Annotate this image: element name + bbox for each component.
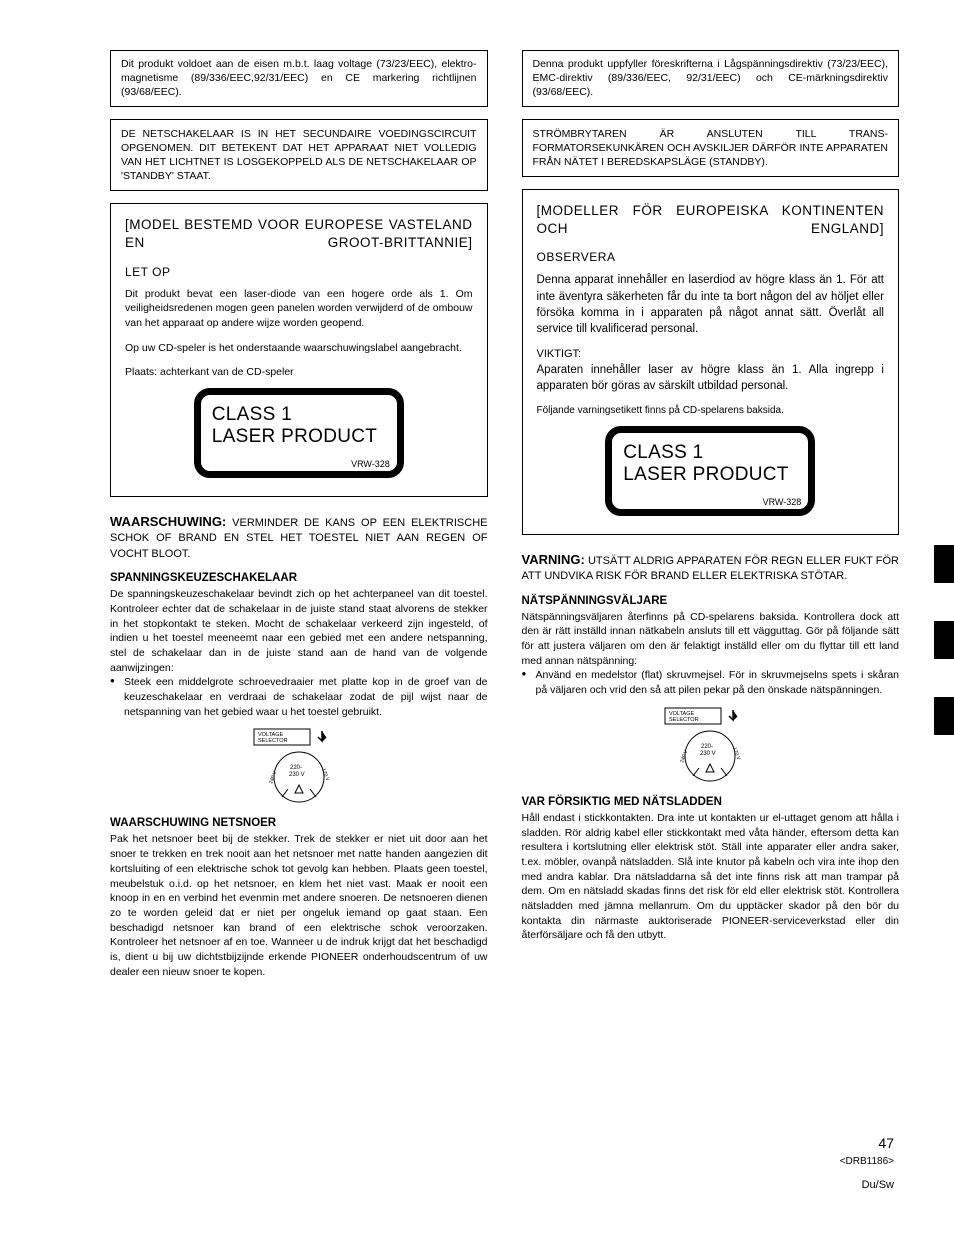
svg-text:240 V: 240 V xyxy=(268,770,278,785)
cord-body-sw: Håll endast i stickkontakten. Dra inte u… xyxy=(522,811,900,943)
letop-body2: Op uw CD-speler is het onderstaande waar… xyxy=(125,341,473,356)
svg-text:220-: 220- xyxy=(290,765,302,771)
standby-notice-sw: STRÖMBRYTAREN ÄR ANSLUTEN TILL TRANS-FOR… xyxy=(522,119,900,178)
svg-text:120 V: 120 V xyxy=(731,746,741,761)
page-number: 47 xyxy=(840,1133,894,1154)
voltage-diagram-sw: VOLTAGE SELECTOR 220- 230 V 240 V 120 V xyxy=(650,706,770,786)
warning-nl: WAARSCHUWING: VERMINDER DE KANS OP EEN E… xyxy=(110,513,488,562)
letop-heading: LET OP xyxy=(125,265,473,279)
page-root: Dit produkt voldoet aan de eisen m.b.t. … xyxy=(0,0,954,1019)
model-warning-box-nl: [MODEL BESTEMD VOOR EUROPESE VASTELAND E… xyxy=(110,203,488,497)
svg-text:240 V: 240 V xyxy=(679,749,689,764)
laser-line2-sw: LASER PRODUCT xyxy=(623,464,788,485)
compliance-box-nl: Dit produkt voldoet aan de eisen m.b.t. … xyxy=(110,50,488,107)
model-warning-box-sw: [MODELLER FÖR EUROPEISKA KONTINENTEN OCH… xyxy=(522,189,900,535)
cord-heading-sw: VAR FÖRSIKTIG MED NÄTSLADDEN xyxy=(522,796,900,808)
svg-text:230 V: 230 V xyxy=(700,751,716,757)
voltage-bullets-nl: Steek een middelgrote schroevedraaier me… xyxy=(110,675,488,719)
observera-heading: OBSERVERA xyxy=(537,250,885,264)
tab-marker xyxy=(934,697,954,735)
netsnoer-heading: WAARSCHUWING NETSNOER xyxy=(110,817,488,829)
right-column: Denna produkt uppfyller föreskrifterna i… xyxy=(522,50,900,989)
lang-code: Du/Sw xyxy=(840,1177,894,1194)
svg-text:SELECTOR: SELECTOR xyxy=(258,738,288,744)
viktig-body: Aparaten innehåller laser av högre klass… xyxy=(537,362,885,394)
natspan-bullet: Använd en medelstor (flat) skruvmejsel. … xyxy=(522,668,900,697)
svg-text:120 V: 120 V xyxy=(320,768,330,783)
natspan-bullets: Använd en medelstor (flat) skruvmejsel. … xyxy=(522,668,900,697)
left-column: Dit produkt voldoet aan de eisen m.b.t. … xyxy=(110,50,488,989)
letop-body: Dit produkt bevat een laser-diode van ee… xyxy=(125,287,473,331)
laser-label-nl: CLASS 1 LASER PRODUCT VRW-328 xyxy=(194,388,404,478)
standby-notice-nl: DE NETSCHAKELAAR IS IN HET SECUNDAIRE VO… xyxy=(110,119,488,192)
voltage-body-nl: De spanningskeuzeschakelaar bevindt zich… xyxy=(110,587,488,675)
section-title-nl: [MODEL BESTEMD VOOR EUROPESE VASTELAND E… xyxy=(125,216,473,252)
section-title-sw: [MODELLER FÖR EUROPEISKA KONTINENTEN OCH… xyxy=(537,202,885,238)
etikett-text: Följande varningsetikett finns på CD-spe… xyxy=(537,404,885,418)
compliance-box-sw: Denna produkt uppfyller föreskrifterna i… xyxy=(522,50,900,107)
svg-text:220-: 220- xyxy=(701,744,713,750)
laser-code-sw: VRW-328 xyxy=(763,497,802,507)
warning-lead-nl: WAARSCHUWING: xyxy=(110,514,226,529)
tab-marker xyxy=(934,621,954,659)
laser-line1: CLASS 1 xyxy=(212,404,292,425)
laser-line1-sw: CLASS 1 xyxy=(623,442,703,463)
natspan-heading: NÄTSPÄNNINGSVÄLJARE xyxy=(522,595,900,607)
tab-marker xyxy=(934,545,954,583)
voltage-diagram-nl: VOLTAGE SELECTOR 220- 230 V 240 V 120 V xyxy=(239,727,359,807)
doc-code: <DRB1186> xyxy=(840,1154,894,1169)
laser-label-sw: CLASS 1 LASER PRODUCT VRW-328 xyxy=(605,426,815,516)
plaats-text: Plaats: achterkant van de CD-speler xyxy=(125,365,473,380)
viktig-label: VIKTIGT: xyxy=(537,347,885,362)
edge-tabs xyxy=(934,545,954,735)
warning-sw: VARNING: UTSÄTT ALDRIG APPARATEN FÖR REG… xyxy=(522,551,900,585)
page-footer: 47 <DRB1186> Du/Sw xyxy=(840,1133,894,1194)
voltage-bullet-nl: Steek een middelgrote schroevedraaier me… xyxy=(110,675,488,719)
natspan-body: Nätspänningsväljaren återfinns på CD-spe… xyxy=(522,610,900,669)
laser-line2: LASER PRODUCT xyxy=(212,426,377,447)
netsnoer-body: Pak het netsnoer beet bij de stekker. Tr… xyxy=(110,832,488,979)
voltage-heading-nl: SPANNINGSKEUZESCHAKELAAR xyxy=(110,572,488,584)
laser-code: VRW-328 xyxy=(351,459,390,469)
svg-text:SELECTOR: SELECTOR xyxy=(669,717,699,723)
warning-lead-sw: VARNING: xyxy=(522,552,585,567)
observera-body: Denna apparat innehåller en laserdiod av… xyxy=(537,272,885,336)
svg-text:230 V: 230 V xyxy=(289,772,305,778)
